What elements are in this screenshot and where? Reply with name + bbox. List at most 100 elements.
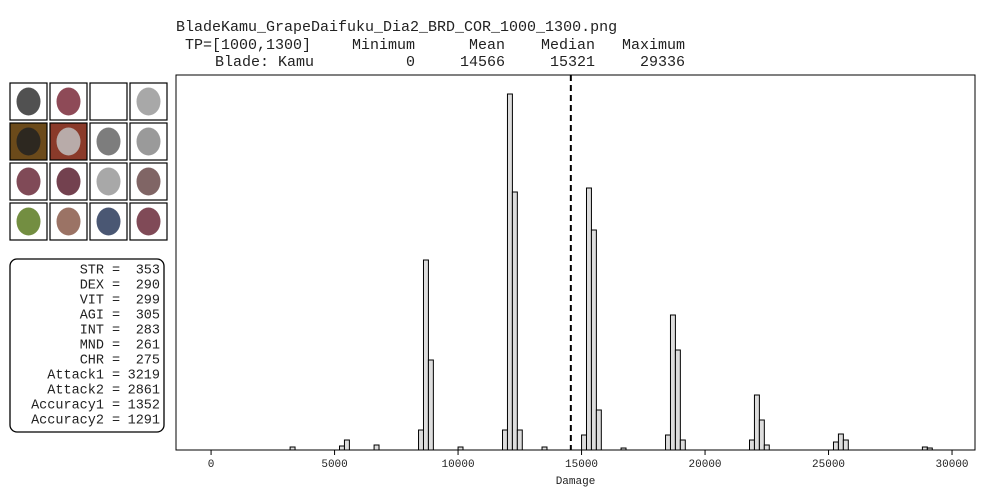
histogram-bar — [832, 441, 839, 451]
histogram-bar — [289, 446, 296, 451]
stat-value: 353 — [136, 264, 160, 279]
x-tick-label: 5000 — [321, 459, 347, 471]
stats-value: 29336 — [640, 54, 685, 71]
equipment-icon — [96, 207, 121, 236]
histogram-bar — [753, 394, 760, 451]
stats-row-label: Blade: Kamu — [215, 54, 314, 71]
stat-separator: = — [112, 324, 120, 339]
equipment-icon — [16, 207, 41, 236]
stat-value: 283 — [136, 324, 160, 339]
stat-name: DEX — [80, 279, 104, 294]
histogram-bar — [541, 446, 548, 451]
equipment-icon — [56, 167, 81, 196]
equipment-icon — [56, 87, 81, 116]
x-tick-label: 20000 — [689, 459, 722, 471]
stats-column: Maximum — [622, 37, 685, 54]
stat-value: 1352 — [128, 399, 160, 414]
histogram-bar — [418, 429, 424, 451]
equipment-grid — [9, 82, 168, 241]
histogram-bar — [422, 259, 429, 451]
stats-column: Minimum — [352, 37, 415, 54]
stat-name: Attack1 — [47, 369, 104, 384]
stat-name: MND — [80, 339, 104, 354]
chart-title: BladeKamu_GrapeDaifuku_Dia2_BRD_COR_1000… — [176, 19, 617, 36]
x-tick-label: 0 — [208, 459, 215, 471]
plot-area — [175, 74, 976, 451]
x-tick-label: 30000 — [936, 459, 969, 471]
stat-separator: = — [112, 384, 120, 399]
equipment-icon — [56, 207, 81, 236]
histogram-bar — [679, 439, 686, 451]
stat-separator: = — [112, 414, 120, 429]
x-tick-label: 10000 — [442, 459, 475, 471]
histogram-bar — [669, 314, 676, 451]
histogram-bar — [842, 439, 849, 451]
equipment-icon — [136, 207, 161, 236]
equipment-icon — [96, 167, 121, 196]
x-axis-label: Damage — [556, 476, 596, 488]
histogram-bar — [763, 444, 770, 451]
stats-value: 14566 — [460, 54, 505, 71]
stat-separator: = — [112, 339, 120, 354]
histogram-bar — [585, 187, 592, 451]
stat-separator: = — [112, 399, 120, 414]
histogram-bar — [758, 419, 765, 451]
equipment-icon — [16, 167, 41, 196]
stat-name: Accuracy1 — [31, 399, 104, 414]
histogram-bar — [595, 409, 602, 451]
histogram-bar — [506, 93, 513, 451]
equipment-icon — [136, 167, 161, 196]
stat-separator: = — [112, 294, 120, 309]
stats-column: Median — [541, 37, 595, 54]
stat-value: 3219 — [128, 369, 160, 384]
stat-value: 1291 — [128, 414, 160, 429]
histogram-bar — [674, 349, 681, 451]
equipment-icon — [136, 87, 161, 116]
stat-name: Attack2 — [47, 384, 104, 399]
equipment-icon — [16, 87, 41, 116]
stats-column: Mean — [469, 37, 505, 54]
histogram-bar — [665, 434, 671, 451]
stat-separator: = — [112, 309, 120, 324]
stat-value: 261 — [136, 339, 160, 354]
stat-value: 2861 — [128, 384, 160, 399]
stats-box — [9, 258, 165, 433]
x-tick-label: 25000 — [812, 459, 845, 471]
histogram-bar — [339, 445, 345, 451]
histogram-bar — [511, 191, 518, 451]
x-tick-label: 15000 — [565, 459, 598, 471]
equipment-icon — [56, 127, 81, 156]
stat-value: 299 — [136, 294, 160, 309]
equipment-icon — [136, 127, 161, 156]
stat-separator: = — [112, 279, 120, 294]
equipment-icon — [16, 127, 41, 156]
stat-value: 305 — [136, 309, 160, 324]
stats-value: 15321 — [550, 54, 595, 71]
stat-separator: = — [112, 354, 120, 369]
histogram-bar — [620, 447, 627, 451]
equipment-icon — [96, 127, 121, 156]
stat-name: STR — [80, 264, 104, 279]
histogram-bar — [837, 433, 844, 451]
histogram-bar — [457, 446, 464, 451]
stats-header-label: TP=[1000,1300] — [185, 37, 311, 54]
histogram-bar — [581, 434, 587, 451]
histogram-bar — [590, 229, 597, 451]
histogram-bar — [921, 446, 928, 451]
stat-name: CHR — [80, 354, 104, 369]
stat-name: AGI — [80, 309, 104, 324]
histogram-bar — [926, 447, 933, 451]
equipment-slot — [89, 82, 128, 121]
stat-value: 290 — [136, 279, 160, 294]
stat-name: VIT — [80, 294, 104, 309]
stat-separator: = — [112, 264, 120, 279]
histogram-bar — [343, 439, 350, 451]
stats-value: 0 — [406, 54, 415, 71]
stat-name: Accuracy2 — [31, 414, 104, 429]
histogram-bar — [373, 444, 380, 451]
histogram-bar — [502, 429, 508, 451]
stat-separator: = — [112, 369, 120, 384]
stat-name: INT — [80, 324, 104, 339]
